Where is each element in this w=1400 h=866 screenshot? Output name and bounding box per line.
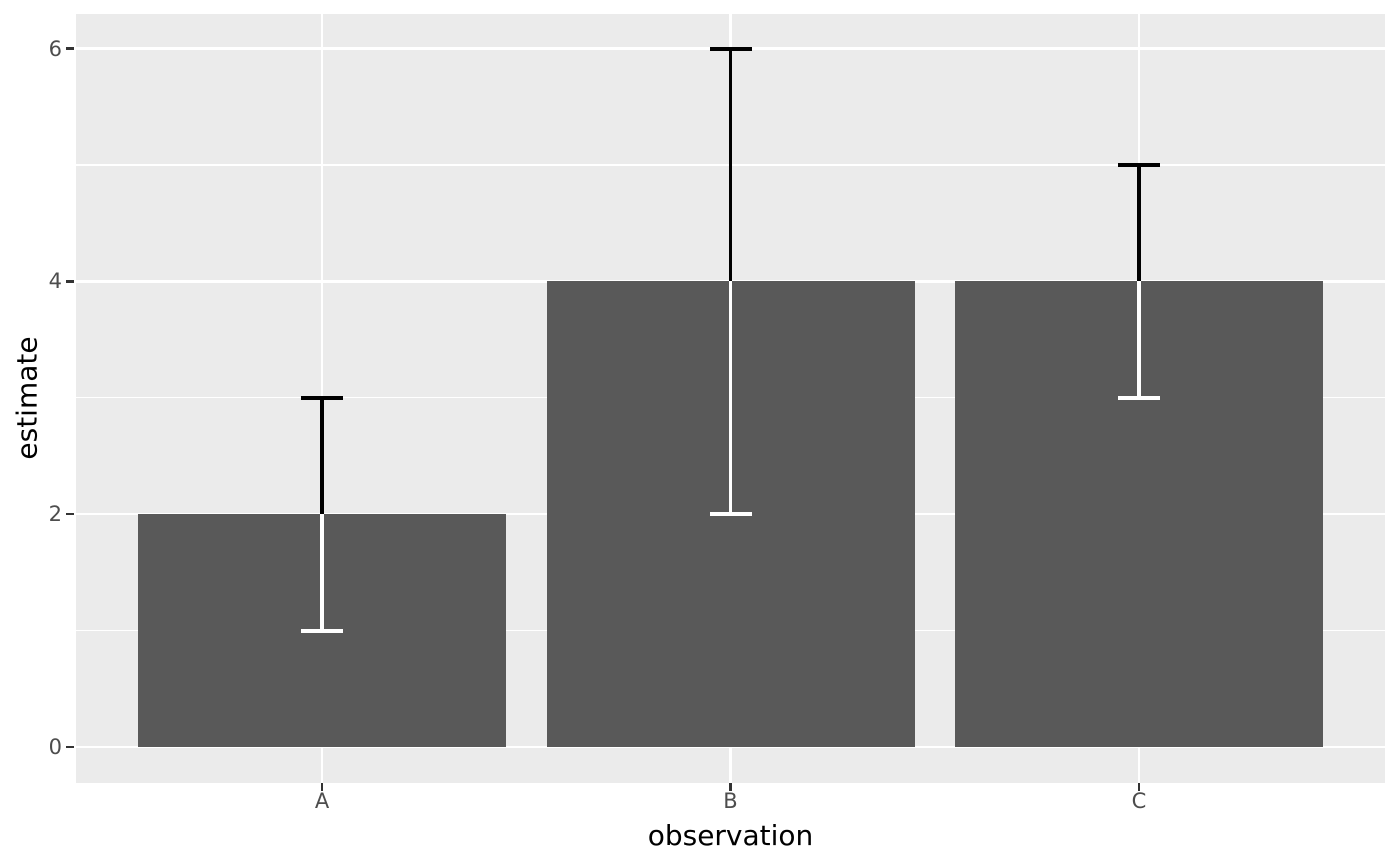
error-bar-cap-bottom (1118, 395, 1160, 400)
error-bar-cap-bottom (709, 512, 752, 517)
y-tick-label: 4 (48, 269, 62, 294)
error-bar-cap-top (301, 395, 343, 400)
y-axis-title: estimate (10, 336, 44, 460)
error-bar-cap-bottom (301, 628, 343, 633)
error-bar-upper-segment (320, 397, 324, 515)
error-bar-lower-segment (728, 281, 733, 515)
plot-panel (76, 14, 1385, 783)
error-bar-upper-segment (1137, 165, 1141, 282)
y-tick-label: 0 (48, 735, 62, 759)
x-tick-label: B (723, 789, 738, 813)
y-tick-label: 2 (48, 502, 62, 527)
error-bar-cap-top (1118, 163, 1160, 167)
error-bar-lower-segment (1137, 281, 1141, 398)
y-tick-mark (66, 512, 74, 516)
y-tick-label: 6 (48, 36, 62, 61)
x-tick-label: A (314, 789, 330, 813)
x-tick-label: C (1131, 789, 1147, 813)
error-bar-upper-segment (728, 48, 733, 282)
y-tick-mark (66, 47, 74, 50)
x-axis-title: observation (647, 819, 814, 852)
x-tick-mark (729, 783, 732, 791)
x-tick-mark (320, 783, 324, 791)
y-tick-mark (66, 280, 74, 283)
y-tick-mark (66, 745, 74, 749)
error-bar-lower-segment (320, 514, 324, 631)
error-bar-cap-top (709, 46, 752, 51)
x-tick-mark (1137, 783, 1141, 791)
